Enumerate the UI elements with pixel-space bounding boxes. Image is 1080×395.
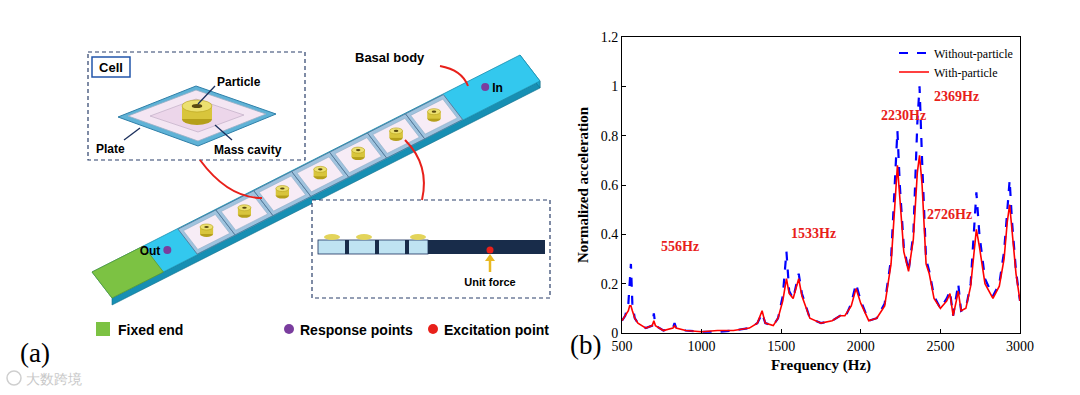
svg-text:Mass cavity: Mass cavity: [214, 143, 282, 157]
svg-text:1533Hz: 1533Hz: [791, 226, 836, 241]
svg-text:1.2: 1.2: [601, 30, 619, 45]
svg-text:500: 500: [612, 339, 633, 354]
svg-text:Particle: Particle: [217, 75, 261, 89]
svg-text:With-particle: With-particle: [934, 66, 998, 80]
svg-text:Out: Out: [140, 244, 161, 258]
svg-text:In: In: [492, 81, 503, 95]
svg-text:2726Hz: 2726Hz: [927, 207, 972, 222]
svg-text:Excitation point: Excitation point: [444, 322, 549, 338]
svg-text:Normalized acceleration: Normalized acceleration: [575, 106, 591, 263]
svg-text:Frequency (Hz): Frequency (Hz): [771, 357, 871, 374]
svg-text:Basal body: Basal body: [355, 50, 425, 65]
svg-text:Plate: Plate: [96, 142, 125, 156]
svg-text:Unit force: Unit force: [464, 276, 515, 288]
svg-text:Fixed end: Fixed end: [118, 322, 183, 338]
svg-text:3000: 3000: [1006, 339, 1034, 354]
svg-text:0.4: 0.4: [601, 227, 619, 242]
svg-text:2500: 2500: [926, 339, 954, 354]
svg-text:556Hz: 556Hz: [661, 239, 699, 254]
svg-text:(a): (a): [20, 338, 50, 368]
svg-text:Without-particle: Without-particle: [934, 47, 1013, 61]
svg-text:2000: 2000: [847, 339, 875, 354]
svg-text:Response points: Response points: [300, 322, 413, 338]
svg-text:1000: 1000: [688, 339, 716, 354]
html-text:(b): (b): [570, 330, 602, 360]
svg-text:1: 1: [611, 79, 618, 94]
svg-text:0.8: 0.8: [601, 129, 619, 144]
svg-text:2369Hz: 2369Hz: [934, 89, 979, 104]
svg-text:0: 0: [611, 326, 618, 341]
svg-text:2230Hz: 2230Hz: [881, 108, 926, 123]
svg-text:1500: 1500: [767, 339, 795, 354]
svg-text:0.6: 0.6: [601, 178, 619, 193]
svg-text:0.2: 0.2: [601, 277, 619, 292]
svg-text:Cell: Cell: [99, 60, 123, 75]
svg-text:大数跨境: 大数跨境: [26, 371, 82, 387]
